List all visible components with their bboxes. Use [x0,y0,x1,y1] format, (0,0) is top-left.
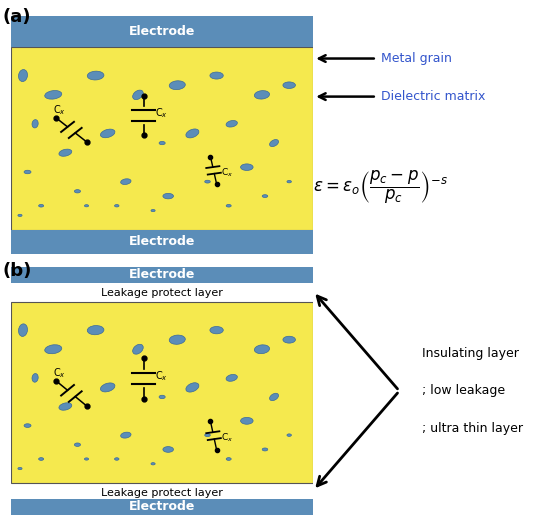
Bar [11,267,313,283]
Ellipse shape [163,447,173,452]
Ellipse shape [100,383,115,392]
Ellipse shape [45,90,62,99]
Ellipse shape [132,344,143,354]
Ellipse shape [19,324,27,336]
Ellipse shape [120,432,131,438]
Text: C$_x$: C$_x$ [155,369,167,383]
Ellipse shape [18,468,22,470]
Text: (a): (a) [3,8,31,26]
Ellipse shape [186,383,199,392]
Ellipse shape [255,345,270,354]
Text: C$_x$: C$_x$ [221,432,233,445]
Text: C$_x$: C$_x$ [53,366,66,380]
Ellipse shape [32,120,38,128]
Text: $\varepsilon = \varepsilon_o \left(\dfrac{p_c - p}{p_c}\right)^{-s}$: $\varepsilon = \varepsilon_o \left(\dfra… [313,168,448,206]
Ellipse shape [169,81,185,89]
Text: C$_x$: C$_x$ [221,166,233,179]
Ellipse shape [74,190,81,193]
Ellipse shape [87,325,104,335]
Text: Dielectric matrix: Dielectric matrix [382,90,486,103]
Ellipse shape [59,149,72,156]
Ellipse shape [39,204,44,207]
Ellipse shape [74,443,81,447]
Ellipse shape [240,164,253,170]
Text: Insulating layer: Insulating layer [422,347,519,360]
Text: C$_x$: C$_x$ [53,103,66,117]
Ellipse shape [132,90,143,99]
Ellipse shape [151,210,155,212]
Ellipse shape [262,195,268,198]
Ellipse shape [226,204,231,207]
Ellipse shape [100,129,115,138]
Text: (b): (b) [3,262,32,279]
Ellipse shape [169,335,185,344]
Ellipse shape [186,129,199,138]
Bar [11,499,313,515]
Text: ; ultra thin layer: ; ultra thin layer [422,422,523,435]
Ellipse shape [151,463,155,465]
Bar [11,301,313,483]
Ellipse shape [287,434,292,436]
Ellipse shape [159,141,165,145]
Text: C$_x$: C$_x$ [155,106,167,120]
Text: ; low leakage: ; low leakage [422,384,505,397]
Text: Electrode: Electrode [129,235,195,248]
Bar [11,230,313,254]
Text: Leakage protect layer: Leakage protect layer [101,288,223,298]
Text: Electrode: Electrode [129,25,195,38]
Ellipse shape [226,120,238,127]
Ellipse shape [270,140,278,146]
Ellipse shape [262,448,268,451]
Bar [11,16,313,47]
Ellipse shape [84,458,89,460]
Ellipse shape [120,179,131,185]
Text: Electrode: Electrode [129,501,195,514]
Ellipse shape [39,458,44,460]
Ellipse shape [240,417,253,424]
Ellipse shape [19,70,27,82]
Ellipse shape [287,180,292,183]
Ellipse shape [205,434,210,437]
Ellipse shape [24,424,31,427]
Ellipse shape [255,90,270,99]
Ellipse shape [226,458,231,460]
Text: Metal grain: Metal grain [382,52,452,65]
Ellipse shape [283,82,295,88]
Ellipse shape [32,373,38,382]
Ellipse shape [87,71,104,80]
Ellipse shape [114,204,119,207]
Ellipse shape [163,194,173,199]
Ellipse shape [18,214,22,217]
Ellipse shape [205,180,210,183]
Ellipse shape [283,336,295,343]
Text: Leakage protect layer: Leakage protect layer [101,488,223,498]
Ellipse shape [59,403,72,410]
Ellipse shape [159,395,165,399]
Ellipse shape [114,458,119,460]
Bar [11,47,313,230]
Ellipse shape [84,204,89,207]
Text: Electrode: Electrode [129,268,195,281]
Ellipse shape [270,393,278,401]
Ellipse shape [210,326,223,334]
Ellipse shape [210,72,223,79]
Ellipse shape [226,374,238,381]
Ellipse shape [45,345,62,354]
Ellipse shape [24,170,31,174]
